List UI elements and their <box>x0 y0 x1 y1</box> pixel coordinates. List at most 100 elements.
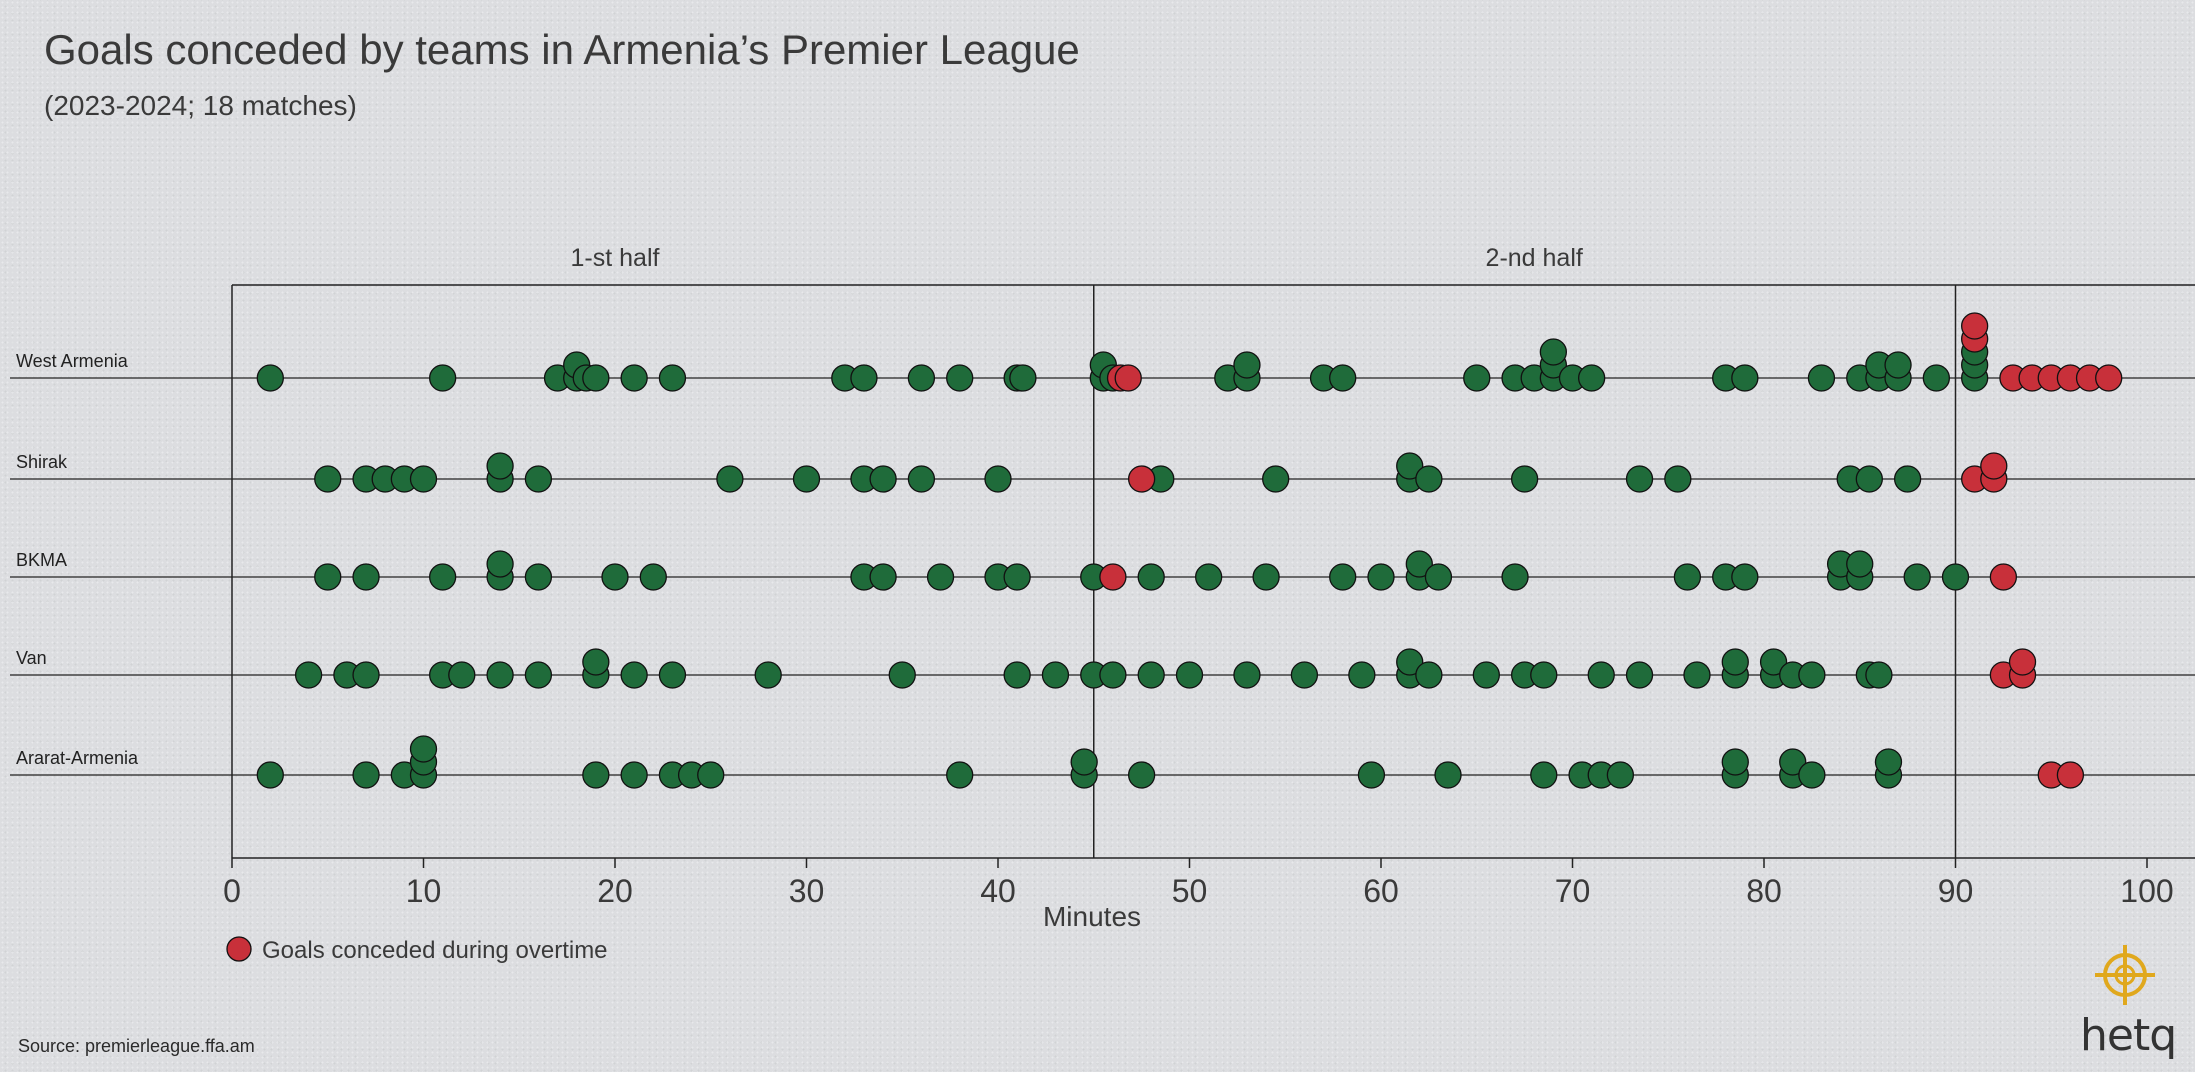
x-tick-label: 20 <box>597 873 633 909</box>
goal-dot <box>1683 661 1711 689</box>
goal-dot <box>582 364 610 392</box>
goal-dot <box>1759 648 1788 676</box>
goal-dot <box>984 465 1012 493</box>
goal-dot <box>1329 563 1357 591</box>
goal-dot <box>524 563 553 591</box>
goal-dot <box>524 661 553 689</box>
goal-dot <box>1893 465 1922 493</box>
goal-dot <box>1405 550 1433 578</box>
source-note: Source: premierleague.ffa.am <box>18 1036 255 1056</box>
goal-dot <box>1003 661 1031 689</box>
goal-dot <box>1510 465 1539 493</box>
goal-dot <box>601 563 629 591</box>
goal-dot <box>1195 563 1223 591</box>
x-tick-label: 90 <box>1938 873 1974 909</box>
goal-dot <box>869 563 897 591</box>
x-tick-label: 30 <box>789 873 825 909</box>
team-label: BKMA <box>16 550 67 570</box>
goal-dot <box>1175 661 1204 689</box>
goal-dot <box>792 465 821 493</box>
goal-dot <box>582 648 610 676</box>
overtime-goal-dot <box>2095 364 2123 392</box>
goal-dot <box>1396 452 1424 480</box>
goal-dot <box>428 563 457 591</box>
goal-dot <box>1625 465 1654 493</box>
x-tick-label: 60 <box>1363 873 1399 909</box>
legend-overtime-marker <box>226 936 252 962</box>
goal-dot <box>1865 661 1893 689</box>
goal-dot <box>946 761 974 789</box>
goal-dot <box>1903 563 1931 591</box>
goal-dot <box>1587 661 1615 689</box>
hetq-logo-icon <box>2095 945 2155 1005</box>
overtime-goal-dot <box>1099 563 1127 591</box>
goal-dot <box>1252 563 1280 591</box>
overtime-goal-dot <box>1961 312 1989 340</box>
goal-dot <box>1855 465 1883 493</box>
x-tick-label: 0 <box>223 873 241 909</box>
goal-dot <box>1367 563 1395 591</box>
goal-dot <box>639 563 667 591</box>
goal-dot <box>1424 563 1453 591</box>
goal-dot <box>716 465 744 493</box>
goal-dot <box>1070 748 1098 776</box>
goal-dot <box>1664 465 1692 493</box>
goal-dot <box>1798 661 1826 689</box>
goal-dot <box>1463 364 1491 392</box>
goal-dot <box>428 364 457 392</box>
goal-dot <box>486 661 514 689</box>
overtime-goal-dot <box>2008 648 2037 676</box>
goal-dot <box>754 661 782 689</box>
half-label: 1-st half <box>571 244 660 272</box>
goal-dot <box>1009 364 1037 392</box>
goal-dot <box>1003 563 1031 591</box>
goal-dot <box>1137 661 1165 689</box>
goal-dot <box>1798 761 1826 789</box>
x-tick-label: 10 <box>406 873 442 909</box>
goal-dot <box>1874 748 1903 776</box>
team-label: Van <box>16 648 47 668</box>
goal-dot <box>658 661 687 689</box>
goal-dot <box>946 364 974 392</box>
goal-dot <box>314 563 342 591</box>
goal-dot <box>1434 761 1462 789</box>
chart-title: Goals conceded by teams in Armenia’s Pre… <box>44 26 1080 73</box>
goal-dot <box>1941 563 1970 591</box>
goal-dot <box>1329 364 1357 392</box>
goal-dot <box>294 661 323 689</box>
goal-dot <box>352 661 380 689</box>
goal-dot <box>907 364 936 392</box>
goal-dot <box>658 364 687 392</box>
goal-dot <box>1721 648 1749 676</box>
goal-dot <box>1396 648 1424 676</box>
goal-dot <box>1348 661 1376 689</box>
goal-dot <box>1779 748 1807 776</box>
goal-dot <box>256 364 284 392</box>
goal-dot <box>1884 351 1912 379</box>
goal-dot <box>1233 351 1261 379</box>
goal-dot <box>1099 661 1127 689</box>
goal-dot <box>314 465 342 493</box>
goal-dot <box>1530 761 1558 789</box>
goal-dot <box>1578 364 1606 392</box>
goal-dot <box>1539 338 1567 366</box>
goal-dot <box>1415 465 1443 493</box>
overtime-goal-dot <box>1114 364 1142 392</box>
goal-dot <box>524 465 553 493</box>
goal-dot <box>888 661 916 689</box>
goal-dot <box>1290 661 1319 689</box>
goal-dot <box>486 452 514 480</box>
goal-dot <box>850 364 878 392</box>
goal-dot <box>1625 661 1654 689</box>
overtime-goal-dot <box>1980 452 2008 480</box>
goal-dot <box>1922 364 1950 392</box>
goal-dot <box>1501 563 1529 591</box>
team-label: Ararat-Armenia <box>16 748 139 768</box>
x-tick-label: 100 <box>2120 873 2173 909</box>
x-tick-label: 50 <box>1172 873 1208 909</box>
x-tick-label: 70 <box>1555 873 1591 909</box>
goal-dot <box>620 761 648 789</box>
goal-dot <box>1530 661 1558 689</box>
x-axis-label: Minutes <box>1043 901 1141 932</box>
goal-dot <box>409 465 438 493</box>
